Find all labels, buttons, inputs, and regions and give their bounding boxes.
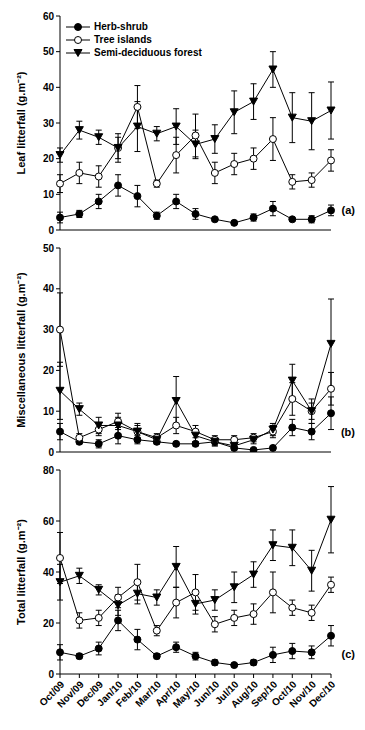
svg-text:20: 20 bbox=[43, 618, 55, 629]
svg-text:Nov/10: Nov/10 bbox=[287, 678, 319, 710]
svg-text:0: 0 bbox=[48, 669, 54, 680]
svg-text:May/10: May/10 bbox=[170, 678, 202, 710]
svg-text:30: 30 bbox=[43, 118, 55, 129]
svg-text:Oct/10: Oct/10 bbox=[269, 678, 299, 709]
svg-text:30: 30 bbox=[43, 324, 55, 335]
html-text:Tree islands: Tree islands bbox=[94, 34, 152, 45]
svg-text:40: 40 bbox=[43, 82, 55, 93]
svg-text:Jul/10: Jul/10 bbox=[212, 678, 241, 707]
svg-text:10: 10 bbox=[43, 406, 55, 417]
svg-text:Sep/10: Sep/10 bbox=[248, 678, 280, 710]
svg-text:Miscellaneous litterfall (g.m⁻: Miscellaneous litterfall (g.m⁻²) bbox=[15, 272, 27, 428]
html-text:Semi-deciduous forest: Semi-deciduous forest bbox=[94, 47, 202, 58]
svg-text:Mar/10: Mar/10 bbox=[133, 678, 164, 709]
svg-text:Leaf litterfall (g.m⁻²): Leaf litterfall (g.m⁻²) bbox=[15, 71, 27, 174]
svg-text:Jan/10: Jan/10 bbox=[94, 678, 125, 709]
svg-text:20: 20 bbox=[43, 153, 55, 164]
svg-text:Aug/10: Aug/10 bbox=[228, 678, 260, 710]
svg-text:60: 60 bbox=[43, 516, 55, 527]
svg-text:Dec/10: Dec/10 bbox=[307, 678, 338, 709]
svg-text:Jun/10: Jun/10 bbox=[191, 678, 222, 709]
svg-text:40: 40 bbox=[43, 567, 55, 578]
svg-text:80: 80 bbox=[43, 465, 55, 476]
html-text:(b): (b) bbox=[341, 426, 355, 438]
svg-text:20: 20 bbox=[43, 365, 55, 376]
svg-text:Apr/10: Apr/10 bbox=[152, 678, 183, 709]
svg-text:10: 10 bbox=[43, 189, 55, 200]
svg-text:0: 0 bbox=[48, 225, 54, 236]
svg-text:50: 50 bbox=[43, 243, 55, 254]
svg-text:50: 50 bbox=[43, 46, 55, 57]
svg-text:60: 60 bbox=[43, 11, 55, 22]
html-text:(a): (a) bbox=[341, 204, 355, 216]
svg-text:Total litterfall (g.m⁻²): Total litterfall (g.m⁻²) bbox=[15, 519, 27, 625]
svg-text:Feb/10: Feb/10 bbox=[113, 678, 144, 709]
svg-text:0: 0 bbox=[48, 447, 54, 458]
svg-text:Oct/09: Oct/09 bbox=[37, 678, 67, 709]
html-text:(c): (c) bbox=[341, 648, 355, 660]
svg-text:Dec/09: Dec/09 bbox=[74, 678, 106, 710]
svg-text:40: 40 bbox=[43, 283, 55, 294]
svg-text:Nov/09: Nov/09 bbox=[54, 678, 86, 710]
html-text:Herb-shrub: Herb-shrub bbox=[94, 21, 148, 32]
